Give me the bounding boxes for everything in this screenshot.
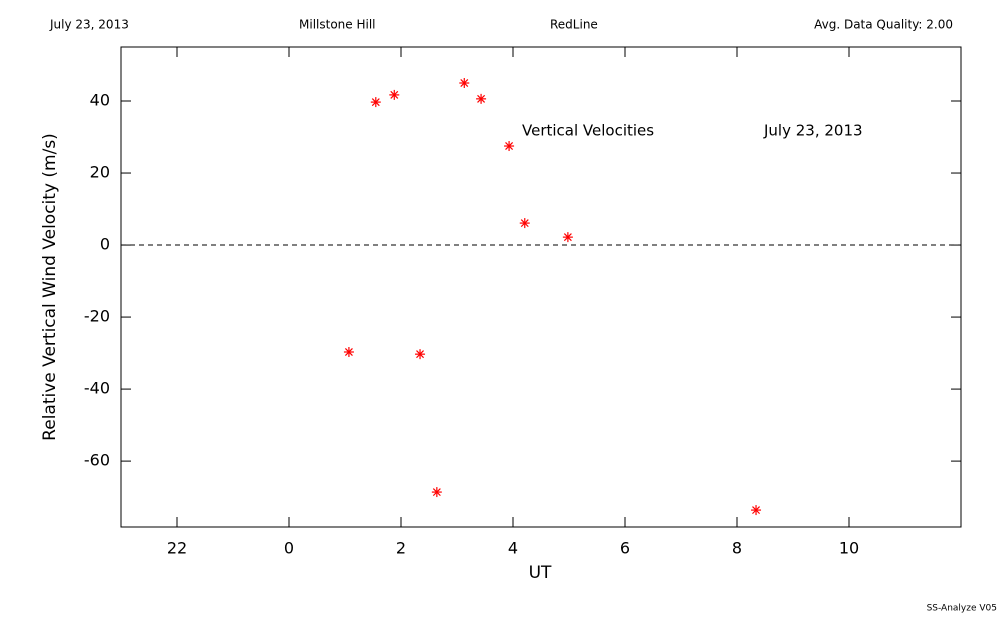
y-tick-label: 20 xyxy=(90,163,110,182)
data-point xyxy=(562,232,573,243)
marker-stroke xyxy=(432,488,441,497)
x-tick-label: 10 xyxy=(839,539,859,558)
y-tick-label: -40 xyxy=(84,379,110,398)
y-tick-label: -20 xyxy=(84,307,110,326)
annotation: July 23, 2013 xyxy=(763,122,863,140)
x-tick-label: 6 xyxy=(620,539,630,558)
header-site: Millstone Hill xyxy=(299,18,375,32)
marker-stroke xyxy=(563,233,572,242)
marker-stroke xyxy=(416,350,425,359)
header-instrument: RedLine xyxy=(550,18,598,32)
x-tick-label: 0 xyxy=(284,539,294,558)
y-tick-label: 0 xyxy=(100,235,110,254)
data-point xyxy=(476,93,487,104)
data-point xyxy=(519,218,530,229)
marker-stroke xyxy=(390,90,399,99)
y-axis-label: Relative Vertical Wind Velocity (m/s) xyxy=(40,133,60,441)
data-point xyxy=(370,97,381,108)
marker-stroke xyxy=(371,98,380,107)
x-axis-label: UT xyxy=(529,563,552,583)
marker-stroke xyxy=(752,506,761,515)
marker-stroke xyxy=(344,348,353,356)
annotation: Vertical Velocities xyxy=(522,122,654,140)
y-tick-label: 40 xyxy=(90,91,110,110)
header-date: July 23, 2013 xyxy=(49,18,129,32)
data-point xyxy=(343,346,354,357)
y-tick-label: -60 xyxy=(84,451,110,470)
footer: SS-Analyze V05 xyxy=(927,604,997,614)
marker-stroke xyxy=(520,219,529,228)
x-tick-label: 2 xyxy=(396,539,406,558)
x-tick-label: 4 xyxy=(508,539,518,558)
data-point xyxy=(431,487,442,498)
marker-stroke xyxy=(460,79,469,87)
data-point xyxy=(389,89,400,100)
marker-stroke xyxy=(477,94,486,103)
data-point xyxy=(504,141,515,152)
marker-stroke xyxy=(505,142,514,150)
plot-frame xyxy=(120,46,962,528)
header-quality: Avg. Data Quality: 2.00 xyxy=(814,18,953,32)
data-point xyxy=(459,78,470,89)
data-point xyxy=(415,349,426,360)
x-tick-label: 8 xyxy=(732,539,742,558)
x-tick-label: 22 xyxy=(167,539,187,558)
data-point xyxy=(751,505,762,516)
